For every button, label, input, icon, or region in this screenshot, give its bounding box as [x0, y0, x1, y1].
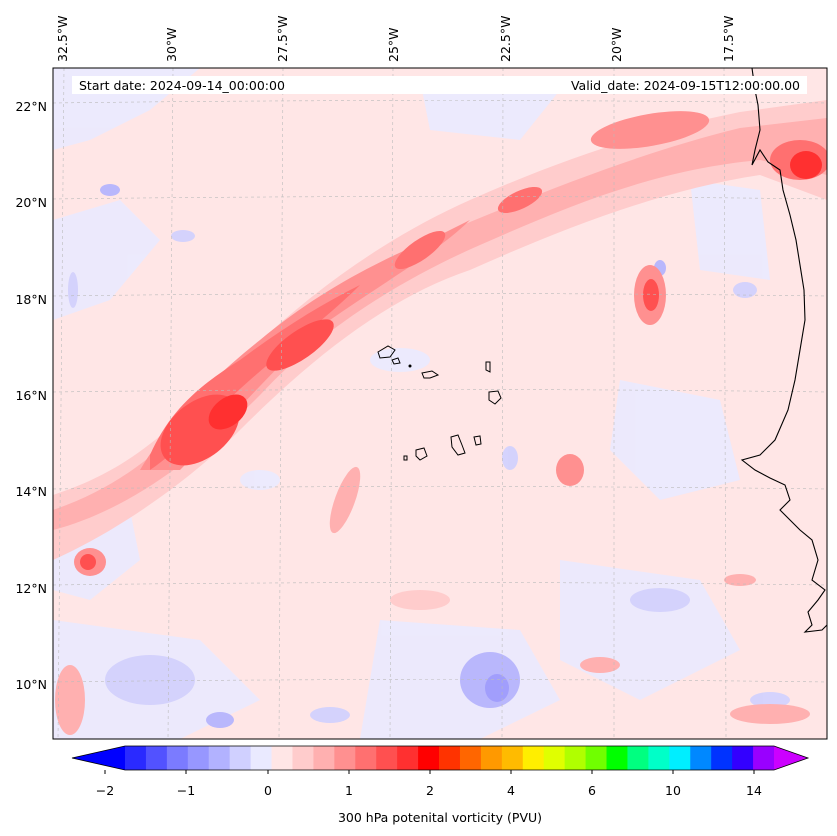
longitude-labels: 32.5°W 30°W 27.5°W 25°W 22.5°W 20°W 17.5…	[55, 16, 736, 62]
start-date-box	[72, 76, 308, 94]
colorbar-segment	[355, 746, 377, 770]
colorbar-tick-label: −1	[177, 783, 195, 798]
colorbar	[71, 745, 810, 774]
high-pv-band	[53, 100, 827, 735]
colorbar-segment	[125, 746, 147, 770]
colorbar-segment	[522, 746, 545, 770]
lon-label: 30°W	[164, 27, 179, 62]
colorbar-segment	[166, 746, 189, 770]
colorbar-extend-min	[72, 746, 125, 770]
colorbar-tick-label: 10	[665, 783, 681, 798]
colorbar-segment	[543, 746, 566, 770]
colorbar-segment	[313, 746, 335, 770]
colorbar-tick-label: 14	[746, 783, 762, 798]
latitude-labels: 22°N 20°N 18°N 16°N 14°N 12°N 10°N	[15, 99, 47, 692]
valid-date-box	[300, 76, 807, 94]
colorbar-tick-label: 1	[345, 783, 353, 798]
colorbar-tick-label: 0	[264, 783, 272, 798]
colorbar-segment	[208, 746, 231, 770]
colorbar-segment	[648, 746, 670, 770]
lat-label: 20°N	[15, 195, 47, 210]
colorbar-segment	[585, 746, 608, 770]
colorbar-segment	[606, 746, 628, 770]
colorbar-tick-label: 4	[507, 783, 515, 798]
colorbar-segment	[753, 746, 775, 770]
colorbar-title: 300 hPa potenital vorticity (PVU)	[338, 810, 542, 825]
lat-label: 14°N	[15, 484, 47, 499]
lat-label: 10°N	[15, 677, 47, 692]
colorbar-tick-label: −2	[96, 783, 114, 798]
colorbar-segment	[397, 746, 419, 770]
colorbar-segment	[439, 746, 461, 770]
start-date-label: Start date: 2024-09-14_00:00:00	[79, 78, 285, 93]
colorbar-segment	[187, 746, 210, 770]
colorbar-segment	[334, 746, 356, 770]
colorbar-segment	[271, 746, 293, 770]
lon-label: 17.5°W	[721, 16, 736, 62]
colorbar-segment	[732, 746, 754, 770]
lon-label: 20°W	[609, 27, 624, 62]
cape-verde-islands	[377, 345, 502, 461]
map-frame	[52, 67, 828, 740]
colorbar-segment	[376, 746, 398, 770]
lon-label: 22.5°W	[498, 16, 513, 62]
lat-label: 18°N	[15, 292, 47, 307]
colorbar-segment	[418, 746, 440, 770]
lat-label: 22°N	[15, 99, 47, 114]
colorbar-segment	[711, 746, 733, 770]
graticule	[53, 68, 827, 739]
colorbar-segment	[690, 746, 712, 770]
lon-label: 32.5°W	[55, 16, 70, 62]
colorbar-segment	[480, 746, 503, 770]
colorbar-segment	[669, 746, 691, 770]
colorbar-outline	[71, 745, 810, 771]
colorbar-extend-max	[774, 746, 808, 770]
colorbar-tick-labels: −2 −1 0 1 2 4 6 10 14	[96, 783, 762, 798]
colorbar-segment	[501, 746, 524, 770]
lat-label: 16°N	[15, 388, 47, 403]
africa-coastline	[740, 68, 827, 633]
colorbar-segment	[229, 746, 252, 770]
colorbar-segment	[564, 746, 587, 770]
colorbar-segment	[145, 746, 168, 770]
colorbar-tick-label: 2	[426, 783, 434, 798]
lon-label: 27.5°W	[275, 16, 290, 62]
lat-label: 12°N	[15, 581, 47, 596]
colorbar-segment	[250, 746, 273, 770]
map-panel	[53, 68, 827, 739]
lon-label: 25°W	[386, 27, 401, 62]
colorbar-tick-label: 6	[588, 783, 596, 798]
colorbar-segment	[627, 746, 649, 770]
colorbar-segment	[292, 746, 314, 770]
colorbar-segment	[459, 746, 482, 770]
low-pv-regions	[53, 68, 790, 739]
valid-date-label: Valid_date: 2024-09-15T12:00:00.00	[571, 78, 800, 93]
